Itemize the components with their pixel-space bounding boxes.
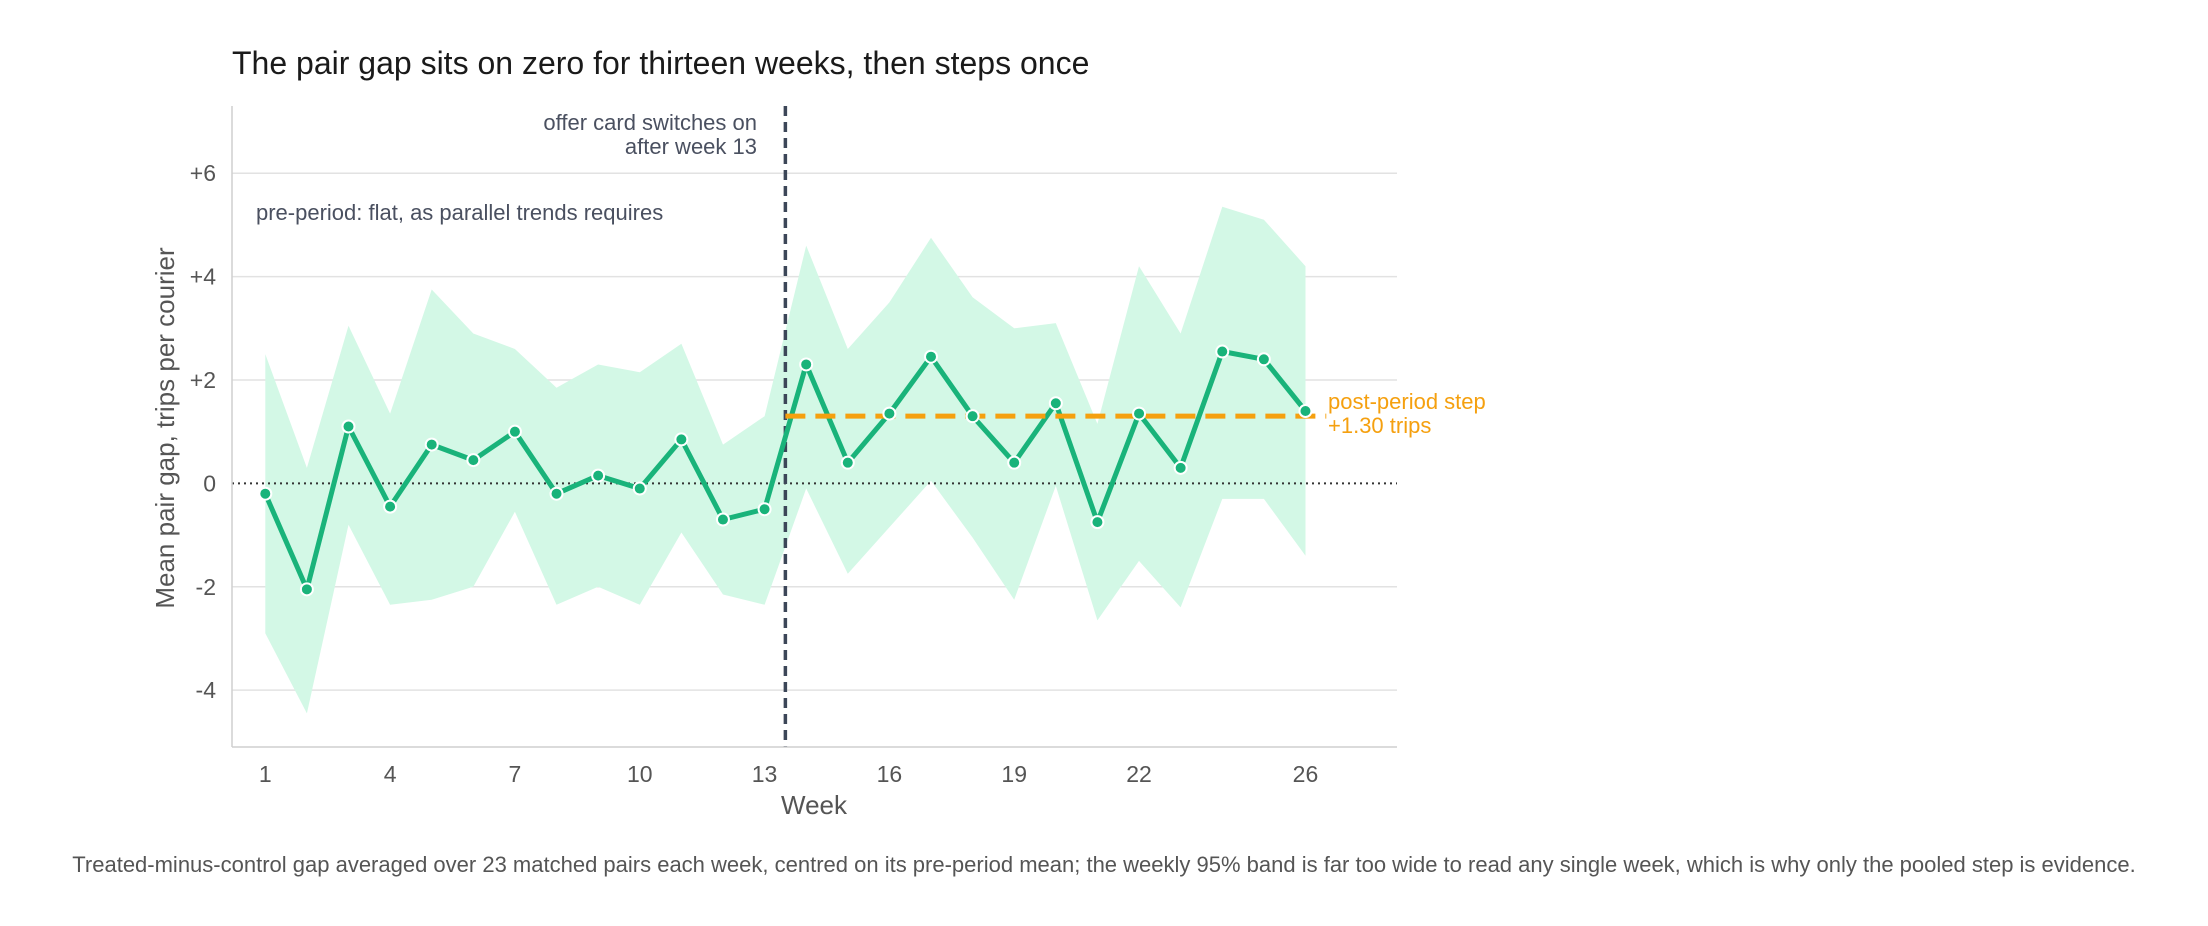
data-point — [965, 409, 980, 424]
chart-title: The pair gap sits on zero for thirteen w… — [232, 45, 1089, 81]
x-tick-label: 7 — [509, 761, 522, 787]
x-tick-label: 22 — [1126, 761, 1152, 787]
data-point — [840, 455, 855, 470]
y-axis-label: Mean pair gap, trips per courier — [150, 247, 180, 609]
data-point — [924, 349, 938, 364]
step-annotation-line-2: +1.30 trips — [1328, 413, 1431, 438]
data-point — [1215, 344, 1230, 359]
data-point — [424, 437, 439, 452]
data-point — [549, 486, 564, 501]
data-point — [882, 406, 897, 421]
data-point — [632, 481, 647, 496]
data-point — [383, 499, 398, 514]
y-tick-label: -4 — [196, 677, 217, 703]
data-point — [591, 468, 606, 483]
x-tick-label: 13 — [752, 761, 778, 787]
data-point — [715, 512, 730, 527]
x-tick-label: 16 — [877, 761, 903, 787]
x-axis-label: Week — [781, 790, 848, 820]
y-tick-label: 0 — [203, 470, 216, 496]
data-point — [466, 453, 481, 468]
y-tick-label: +6 — [190, 160, 216, 186]
data-point — [799, 357, 814, 372]
x-tick-label: 1 — [259, 761, 272, 787]
intervention-annotation-line-1: offer card switches on — [543, 110, 757, 135]
data-point — [1090, 515, 1105, 530]
data-point — [1256, 352, 1271, 367]
data-point — [1132, 406, 1147, 421]
series-line — [262, 349, 1308, 592]
data-point — [674, 432, 689, 447]
series-layer — [258, 344, 1327, 597]
data-point — [1007, 455, 1022, 470]
y-tick-label: +4 — [190, 264, 216, 290]
data-point — [341, 419, 356, 434]
pre-period-annotation: pre-period: flat, as parallel trends req… — [256, 200, 663, 225]
chart-caption: Treated-minus-control gap averaged over … — [72, 852, 2135, 877]
data-point — [1048, 396, 1063, 411]
data-point — [299, 582, 314, 597]
y-tick-label: -2 — [196, 574, 216, 600]
data-point — [757, 502, 772, 517]
reference-layer — [232, 106, 1397, 747]
intervention-annotation-line-2: after week 13 — [625, 134, 757, 159]
x-tick-label: 10 — [627, 761, 653, 787]
x-tick-label: 4 — [384, 761, 397, 787]
data-point — [1298, 403, 1313, 418]
y-tick-label: +2 — [190, 367, 216, 393]
data-point — [1173, 460, 1188, 475]
data-point — [258, 486, 273, 501]
text-layer: The pair gap sits on zero for thirteen w… — [72, 45, 2135, 877]
data-point — [507, 424, 522, 439]
x-tick-label: 26 — [1293, 761, 1319, 787]
x-tick-label: 19 — [1001, 761, 1027, 787]
axis-layer: -4 -2 0 +2 +4 +6 1 4 7 10 13 16 19 22 26 — [190, 106, 1397, 787]
step-annotation-line-1: post-period step — [1328, 389, 1486, 414]
